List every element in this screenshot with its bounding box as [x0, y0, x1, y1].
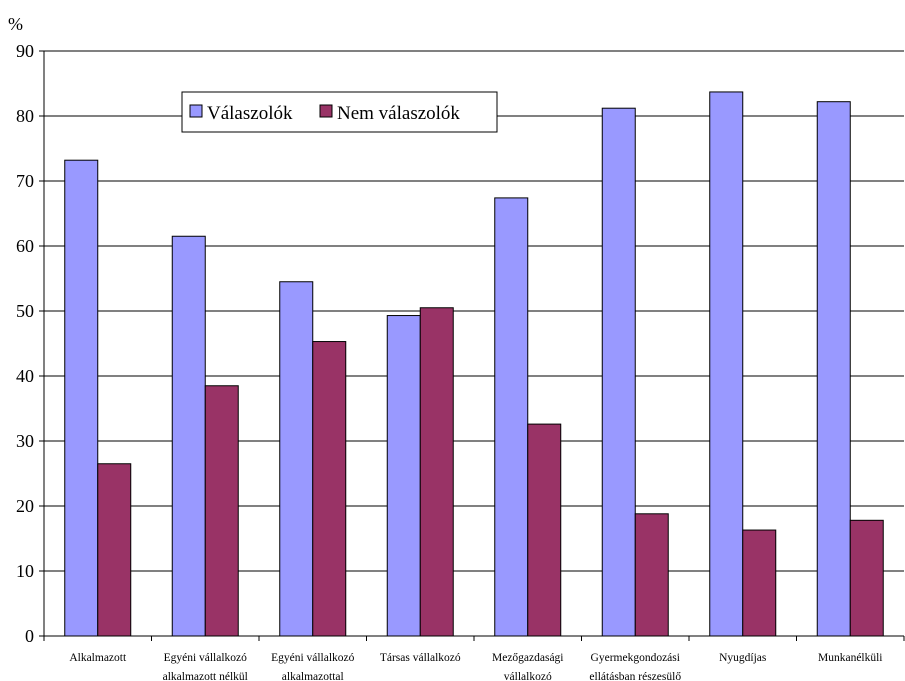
x-category-label-line: alkalmazottal [282, 671, 344, 681]
x-category-label-line: Egyéni vállalkozó [271, 652, 355, 664]
x-category-label: Egyéni vállalkozó alkalmazott nélkül [163, 652, 248, 681]
x-category-label: Alkalmazott [69, 652, 127, 664]
bar-valaszolok [279, 281, 314, 637]
bar-valaszolok [64, 159, 99, 637]
legend-label-nem-valaszolok: Nem válaszolók [337, 103, 460, 124]
bar-nem-valaszolok [742, 529, 777, 637]
y-tick-label: 10 [16, 561, 34, 581]
bar-nem-valaszolok [312, 341, 347, 637]
x-category-label-line: Alkalmazott [69, 652, 127, 664]
x-category-label: Egyéni vállalkozó alkalmazottal [271, 652, 355, 681]
y-axis-unit-label: % [8, 14, 23, 34]
legend-label-valaszolok: Válaszolók [207, 103, 293, 124]
axes [39, 50, 905, 641]
y-tick-label: 50 [16, 301, 34, 321]
bar-valaszolok [816, 101, 851, 637]
bar-nem-valaszolok [204, 385, 239, 637]
x-category-label-line: alkalmazott nélkül [163, 671, 248, 681]
bars [64, 91, 884, 637]
y-tick-label: 90 [16, 41, 34, 61]
bar-valaszolok [601, 107, 636, 637]
legend-swatch-valaszolok [189, 104, 203, 118]
x-category-label: Gyermekgondozási ellátásban részesülő [589, 652, 681, 681]
bar-nem-valaszolok [849, 519, 884, 637]
x-category-label-line: Nyugdíjas [719, 652, 767, 664]
y-tick-label: 0 [25, 626, 34, 646]
x-category-label-line: Gyermekgondozási [591, 652, 680, 664]
y-tick-labels: 0 10 20 30 40 50 60 70 80 90 [16, 41, 34, 646]
bar-nem-valaszolok [97, 463, 132, 637]
bar-valaszolok [171, 235, 206, 637]
x-category-label: Munkanélküli [818, 652, 883, 664]
x-category-label-line: vállalkozó [504, 671, 552, 681]
x-category-label: Társas vállalkozó [380, 652, 461, 664]
x-category-label-line: Munkanélküli [818, 652, 883, 664]
x-category-label-line: Társas vállalkozó [380, 652, 461, 664]
x-category-label-line: Mezőgazdasági [492, 652, 564, 664]
x-category-label-line: Egyéni vállalkozó [164, 652, 248, 664]
x-category-labels: Alkalmazott Egyéni vállalkozó alkalmazott … [69, 652, 882, 681]
y-tick-label: 80 [16, 106, 34, 126]
bar-nem-valaszolok [634, 513, 669, 637]
bar-valaszolok [386, 315, 421, 637]
y-tick-label: 30 [16, 431, 34, 451]
x-category-label-line: ellátásban részesülő [589, 671, 681, 681]
x-category-label: Mezőgazdasági vállalkozó [492, 652, 564, 681]
bar-nem-valaszolok [527, 423, 562, 637]
bar-valaszolok [709, 91, 744, 637]
legend-swatch-nem-valaszolok [319, 104, 333, 118]
y-tick-label: 60 [16, 236, 34, 256]
x-category-label: Nyugdíjas [719, 652, 767, 664]
y-tick-label: 40 [16, 366, 34, 386]
legend: Válaszolók Nem válaszolók [181, 91, 498, 133]
legend-box [181, 91, 498, 133]
bar-valaszolok [494, 197, 529, 637]
y-tick-label: 20 [16, 496, 34, 516]
bar-nem-valaszolok [419, 307, 454, 637]
y-tick-label: 70 [16, 171, 34, 191]
